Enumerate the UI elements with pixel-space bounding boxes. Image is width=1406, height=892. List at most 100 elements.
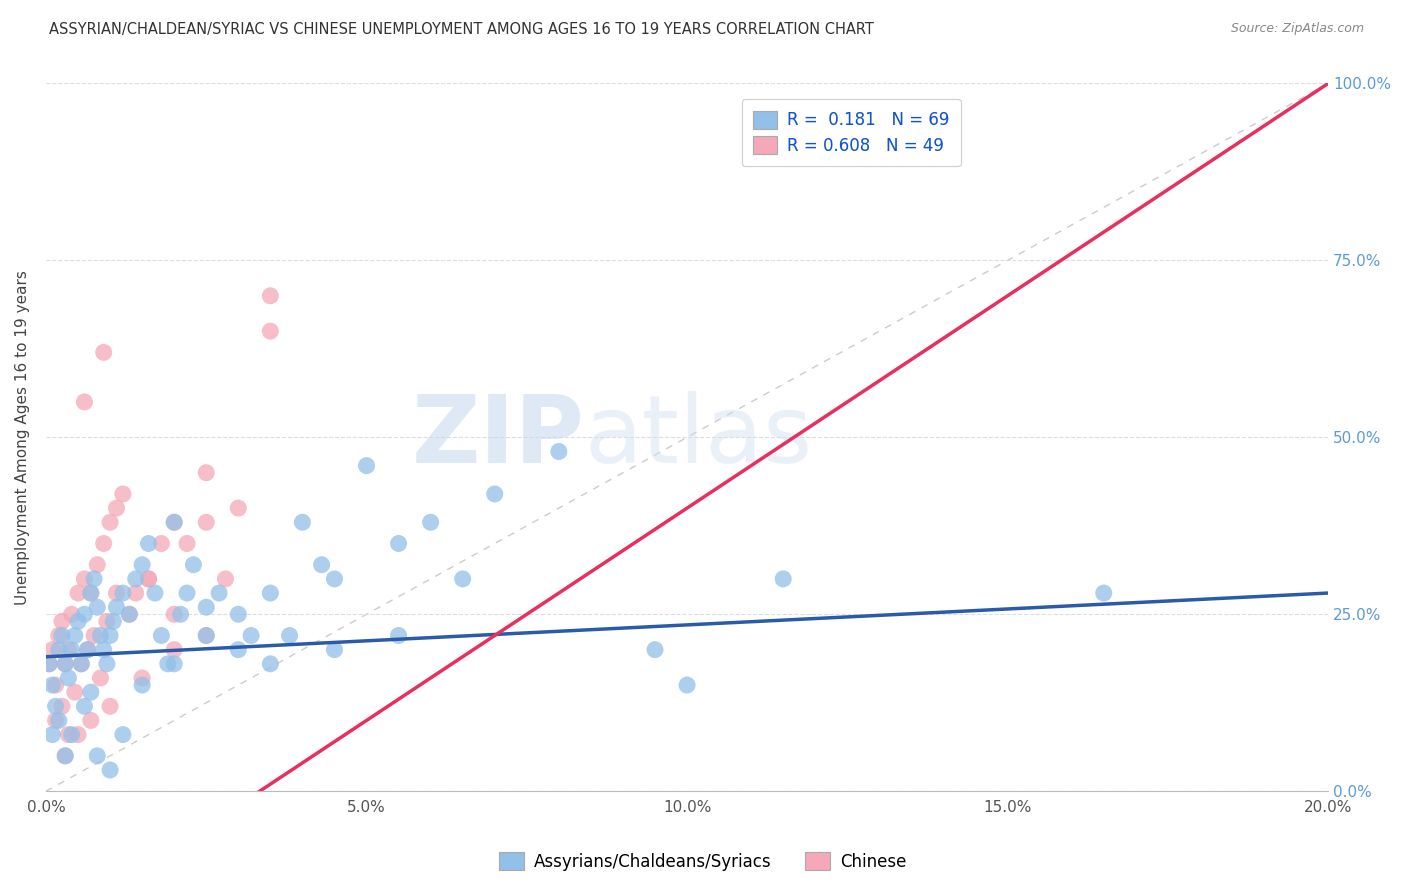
- Point: [53, 657, 76, 671]
- Point: [118, 607, 141, 622]
- Point: [311, 558, 333, 572]
- Point: [111, 586, 134, 600]
- Point: [41, 642, 63, 657]
- Y-axis label: Unemployment Among Ages 16 to 19 years: Unemployment Among Ages 16 to 19 years: [15, 270, 30, 605]
- Point: [96, 615, 118, 629]
- Point: [76, 642, 98, 657]
- Point: [125, 572, 148, 586]
- Point: [138, 536, 160, 550]
- Point: [86, 748, 108, 763]
- Point: [60, 607, 83, 622]
- Point: [547, 444, 569, 458]
- Point: [226, 642, 249, 657]
- Point: [73, 607, 96, 622]
- Point: [93, 536, 115, 550]
- Point: [105, 586, 128, 600]
- Point: [125, 586, 148, 600]
- Point: [226, 607, 249, 622]
- Point: [169, 607, 191, 622]
- Point: [163, 607, 186, 622]
- Point: [53, 748, 76, 763]
- Point: [278, 628, 301, 642]
- Point: [98, 628, 121, 642]
- Point: [63, 628, 86, 642]
- Text: ASSYRIAN/CHALDEAN/SYRIAC VS CHINESE UNEMPLOYMENT AMONG AGES 16 TO 19 YEARS CORRE: ASSYRIAN/CHALDEAN/SYRIAC VS CHINESE UNEM…: [49, 22, 875, 37]
- Point: [70, 657, 93, 671]
- Point: [53, 748, 76, 763]
- Point: [86, 600, 108, 615]
- Point: [1092, 586, 1115, 600]
- Point: [451, 572, 474, 586]
- Point: [66, 586, 89, 600]
- Point: [83, 572, 105, 586]
- Point: [66, 728, 89, 742]
- Point: [131, 558, 153, 572]
- Point: [58, 671, 80, 685]
- Point: [38, 657, 60, 671]
- Point: [176, 536, 198, 550]
- Point: [259, 324, 281, 338]
- Point: [111, 728, 134, 742]
- Point: [163, 516, 186, 530]
- Point: [356, 458, 378, 473]
- Point: [66, 615, 89, 629]
- Point: [214, 572, 236, 586]
- Point: [291, 516, 314, 530]
- Point: [387, 628, 409, 642]
- Point: [259, 289, 281, 303]
- Point: [150, 628, 173, 642]
- Point: [226, 501, 249, 516]
- Point: [138, 572, 160, 586]
- Point: [183, 558, 205, 572]
- Point: [63, 685, 86, 699]
- Point: [323, 642, 346, 657]
- Point: [240, 628, 263, 642]
- Point: [45, 678, 67, 692]
- Point: [111, 487, 134, 501]
- Point: [51, 699, 73, 714]
- Point: [131, 678, 153, 692]
- Text: ZIP: ZIP: [412, 392, 585, 483]
- Point: [484, 487, 506, 501]
- Legend: R =  0.181   N = 69, R = 0.608   N = 49: R = 0.181 N = 69, R = 0.608 N = 49: [742, 99, 960, 166]
- Point: [96, 657, 118, 671]
- Point: [163, 657, 186, 671]
- Point: [644, 642, 666, 657]
- Point: [195, 466, 218, 480]
- Point: [98, 699, 121, 714]
- Point: [259, 586, 281, 600]
- Point: [73, 572, 96, 586]
- Point: [48, 628, 70, 642]
- Point: [60, 728, 83, 742]
- Point: [195, 628, 218, 642]
- Point: [195, 628, 218, 642]
- Point: [103, 615, 125, 629]
- Point: [70, 657, 93, 671]
- Legend: Assyrians/Chaldeans/Syriacs, Chinese: Assyrians/Chaldeans/Syriacs, Chinese: [491, 844, 915, 880]
- Point: [143, 586, 166, 600]
- Point: [387, 536, 409, 550]
- Point: [131, 671, 153, 685]
- Point: [176, 586, 198, 600]
- Text: atlas: atlas: [585, 392, 813, 483]
- Point: [48, 642, 70, 657]
- Point: [38, 657, 60, 671]
- Point: [45, 714, 67, 728]
- Point: [53, 657, 76, 671]
- Point: [80, 586, 103, 600]
- Point: [41, 728, 63, 742]
- Point: [118, 607, 141, 622]
- Point: [73, 395, 96, 409]
- Point: [419, 516, 441, 530]
- Point: [156, 657, 179, 671]
- Point: [60, 642, 83, 657]
- Point: [138, 572, 160, 586]
- Point: [58, 728, 80, 742]
- Point: [98, 763, 121, 777]
- Point: [676, 678, 699, 692]
- Point: [150, 536, 173, 550]
- Point: [772, 572, 794, 586]
- Point: [259, 657, 281, 671]
- Point: [51, 628, 73, 642]
- Point: [76, 642, 98, 657]
